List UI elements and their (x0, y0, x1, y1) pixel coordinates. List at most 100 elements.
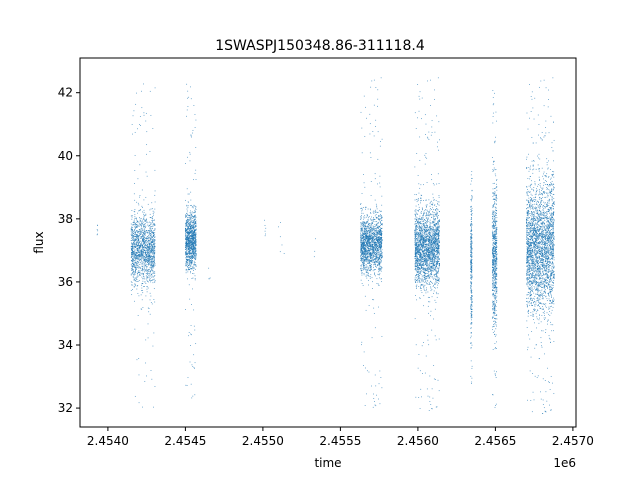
data-point (150, 249, 152, 251)
data-point (420, 194, 422, 196)
data-point (373, 261, 375, 263)
data-point (360, 222, 362, 224)
data-point (154, 260, 155, 262)
data-point (185, 238, 186, 240)
data-point (152, 221, 153, 223)
data-point (142, 292, 144, 294)
data-point (187, 227, 189, 229)
data-point (366, 370, 368, 372)
data-point (375, 230, 377, 232)
data-point (132, 261, 133, 263)
data-point (193, 204, 195, 206)
data-point (185, 237, 187, 239)
data-point (144, 271, 145, 273)
data-point (265, 233, 266, 235)
data-point (375, 229, 377, 231)
data-point (423, 276, 425, 278)
data-point (315, 238, 316, 240)
data-point (364, 367, 366, 369)
data-point (185, 236, 186, 238)
data-point (145, 265, 147, 267)
data-point (145, 237, 147, 238)
data-point (146, 256, 148, 257)
data-point (380, 222, 381, 224)
data-point (151, 247, 153, 248)
data-point (136, 232, 138, 233)
data-point (136, 230, 138, 232)
data-point (438, 245, 440, 247)
data-point (153, 265, 155, 266)
data-point (136, 248, 138, 250)
data-point (367, 232, 368, 234)
data-point (370, 238, 372, 239)
data-point (379, 251, 381, 252)
data-point (153, 288, 155, 290)
data-point (373, 219, 375, 220)
data-point (187, 260, 189, 262)
data-point (366, 247, 368, 248)
data-point (374, 211, 376, 213)
data-point (149, 256, 151, 258)
data-point (135, 262, 136, 264)
data-point (370, 238, 372, 240)
data-point (195, 264, 197, 266)
data-point (187, 266, 189, 268)
data-point (141, 269, 142, 271)
data-point (418, 244, 420, 246)
data-point (151, 264, 153, 266)
data-point (380, 231, 382, 233)
data-point (151, 238, 153, 240)
data-point (369, 261, 370, 263)
data-point (378, 233, 380, 234)
data-point (133, 258, 135, 260)
data-point (364, 249, 366, 251)
data-point (193, 232, 195, 234)
data-point (187, 242, 189, 244)
data-point (420, 212, 422, 214)
data-point (190, 270, 191, 272)
data-point (367, 242, 369, 243)
data-point (375, 87, 377, 88)
data-point (188, 193, 190, 195)
data-point (431, 238, 433, 240)
data-point (414, 231, 416, 233)
data-point (365, 268, 367, 270)
data-point (437, 253, 439, 255)
data-point (193, 226, 194, 228)
data-point (361, 250, 363, 252)
data-point (186, 205, 188, 207)
data-point (142, 261, 143, 263)
data-point (360, 254, 362, 256)
data-point (131, 265, 133, 267)
data-point (143, 213, 145, 215)
data-point (361, 238, 363, 240)
data-point (186, 232, 188, 233)
data-point (378, 239, 380, 241)
data-point (137, 241, 139, 243)
data-point (154, 244, 155, 246)
data-point (190, 245, 192, 247)
data-point (189, 241, 190, 242)
data-point (131, 226, 132, 228)
data-point (140, 250, 141, 252)
data-point (380, 242, 382, 244)
data-point (130, 229, 132, 231)
data-point (141, 254, 142, 256)
data-point (370, 260, 372, 262)
data-point (190, 325, 192, 326)
data-point (360, 230, 362, 232)
data-point (143, 236, 145, 238)
data-point (372, 226, 374, 228)
data-point (436, 236, 438, 237)
data-point (193, 231, 195, 232)
data-point (376, 256, 377, 258)
data-point (429, 375, 431, 377)
data-point (188, 267, 190, 268)
data-point (188, 233, 190, 235)
data-point (189, 263, 191, 265)
data-point (132, 238, 133, 240)
data-point (193, 242, 195, 244)
data-point (194, 233, 195, 235)
data-point (136, 201, 138, 203)
data-point (187, 246, 189, 248)
